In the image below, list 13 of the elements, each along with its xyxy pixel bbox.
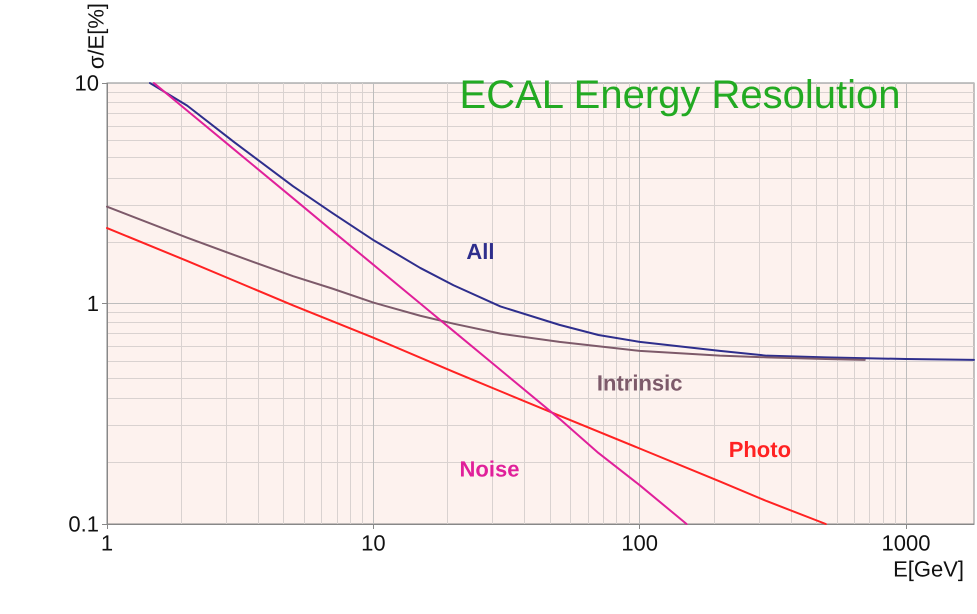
x-axis-title: E[GeV]: [893, 556, 964, 582]
text: Noise: [460, 456, 520, 482]
x-tick-label: 1000: [882, 530, 930, 556]
chart-title: ECAL Energy Resolution: [460, 73, 901, 117]
y-tick-label: 0.1: [68, 512, 99, 536]
series-label: Intrinsic: [596, 370, 682, 396]
x-tick-label: 100: [621, 530, 658, 556]
series-label: All: [466, 238, 494, 264]
y-axis-title: σ/E[%]: [84, 3, 108, 70]
x-tick-label: 10: [361, 530, 386, 556]
series-label: Photo: [728, 436, 792, 462]
y-tick-label: 10: [74, 70, 99, 96]
y-tick-label: 1: [86, 291, 99, 316]
